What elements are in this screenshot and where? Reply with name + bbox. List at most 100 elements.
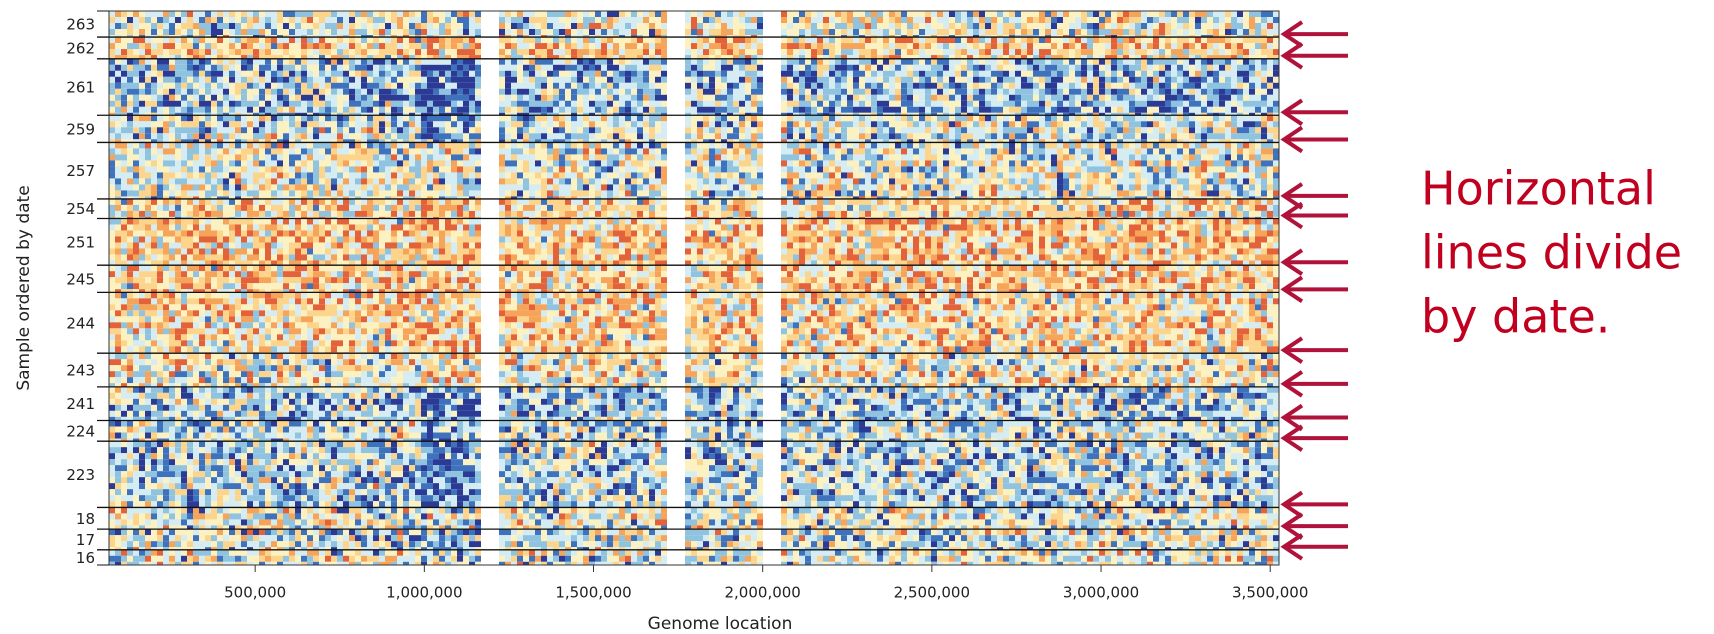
- heat-cell: [607, 70, 613, 77]
- heat-cell: [187, 148, 193, 155]
- heat-cell: [445, 64, 451, 71]
- heat-cell: [1087, 100, 1093, 107]
- heat-cell: [355, 142, 361, 149]
- heat-cell: [661, 55, 667, 59]
- heat-cell: [1243, 17, 1249, 23]
- heat-cell: [619, 148, 625, 155]
- heat-cell: [805, 37, 811, 44]
- heat-cell: [1105, 11, 1111, 17]
- heat-cell: [1177, 139, 1183, 143]
- heat-cell: [925, 82, 931, 89]
- heat-cell: [457, 127, 463, 134]
- heat-cell: [613, 112, 619, 116]
- heat-cell: [361, 106, 367, 113]
- heat-cell: [1201, 100, 1207, 107]
- heat-cell: [781, 127, 787, 134]
- heat-cell: [337, 112, 343, 116]
- heat-cell: [1123, 82, 1129, 89]
- heat-cell: [817, 115, 823, 122]
- heat-cell: [277, 11, 283, 17]
- heat-cell: [829, 58, 835, 65]
- heat-cell: [301, 76, 307, 83]
- heat-cell: [697, 121, 703, 128]
- heat-cell: [703, 11, 709, 17]
- heat-cell: [841, 17, 847, 23]
- heat-cell: [1027, 100, 1033, 107]
- heat-cell: [421, 17, 427, 23]
- heat-cell: [307, 35, 313, 38]
- heat-cell: [541, 148, 547, 155]
- heat-cell: [367, 76, 373, 83]
- heat-cell: [1009, 49, 1015, 56]
- heat-cell: [631, 43, 637, 50]
- heat-cell: [583, 154, 589, 161]
- heat-cell: [865, 23, 871, 29]
- heat-cell: [1165, 76, 1171, 83]
- heat-cell: [781, 23, 787, 29]
- heat-cell: [1201, 142, 1207, 149]
- heat-cell: [685, 94, 691, 101]
- heat-cell: [235, 121, 241, 128]
- heat-cell: [1237, 11, 1243, 17]
- heat-cell: [1219, 76, 1225, 83]
- heat-cell: [685, 55, 691, 59]
- heat-cell: [1159, 94, 1165, 101]
- heat-cell: [361, 49, 367, 56]
- heat-cell: [523, 148, 529, 155]
- heat-cell: [565, 112, 571, 116]
- heat-cell: [511, 139, 517, 143]
- heat-cell: [325, 112, 331, 116]
- heat-cell: [991, 35, 997, 38]
- heat-cell: [715, 139, 721, 143]
- heat-cell: [421, 88, 427, 95]
- heat-cell: [1027, 29, 1033, 35]
- heat-cell: [1015, 37, 1021, 44]
- heat-cell: [931, 139, 937, 143]
- heat-cell: [793, 82, 799, 89]
- heat-cell: [379, 133, 385, 140]
- heat-cell: [133, 94, 139, 101]
- heat-cell: [217, 88, 223, 95]
- heat-cell: [535, 142, 541, 149]
- heat-cell: [1243, 100, 1249, 107]
- heat-cell: [163, 35, 169, 38]
- heat-cell: [157, 106, 163, 113]
- heat-cell: [1045, 82, 1051, 89]
- heat-cell: [655, 43, 661, 50]
- heat-cell: [1147, 43, 1153, 50]
- heat-cell: [703, 82, 709, 89]
- heat-cell: [355, 55, 361, 59]
- heat-cell: [1087, 121, 1093, 128]
- heat-cell: [1159, 23, 1165, 29]
- heat-cell: [979, 127, 985, 134]
- heat-cell: [397, 29, 403, 35]
- heat-cell: [733, 17, 739, 23]
- heat-cell: [1201, 139, 1207, 143]
- heat-cell: [127, 37, 133, 44]
- heat-cell: [499, 139, 505, 143]
- heat-cell: [925, 127, 931, 134]
- heat-cell: [535, 23, 541, 29]
- heat-cell: [697, 88, 703, 95]
- heat-cell: [559, 55, 565, 59]
- heat-cell: [595, 133, 601, 140]
- heat-cell: [1189, 35, 1195, 38]
- heat-cell: [847, 142, 853, 149]
- heat-cell: [241, 11, 247, 17]
- heat-cell: [1009, 29, 1015, 35]
- heat-cell: [823, 17, 829, 23]
- heat-cell: [823, 121, 829, 128]
- heat-cell: [517, 37, 523, 44]
- heat-cell: [187, 11, 193, 17]
- heat-cell: [601, 70, 607, 77]
- heat-cell: [469, 154, 475, 161]
- heat-cell: [331, 43, 337, 50]
- heat-cell: [403, 82, 409, 89]
- heat-cell: [1063, 35, 1069, 38]
- heat-cell: [229, 154, 235, 161]
- heat-cell: [1225, 127, 1231, 134]
- heat-cell: [1189, 49, 1195, 56]
- heat-cell: [859, 29, 865, 35]
- heat-cell: [331, 17, 337, 23]
- heat-cell: [973, 106, 979, 113]
